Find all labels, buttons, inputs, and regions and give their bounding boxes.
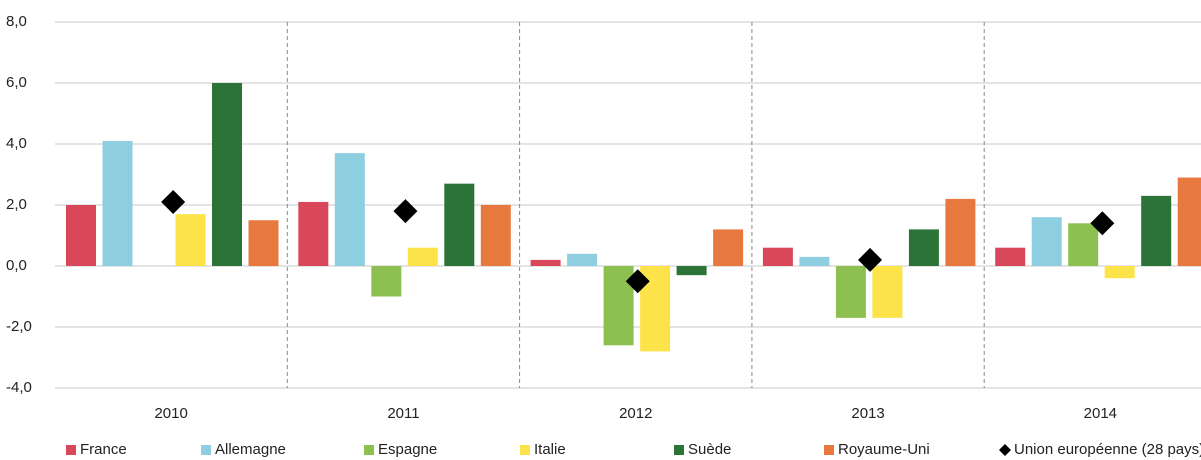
bar bbox=[1141, 195, 1172, 266]
bar bbox=[799, 256, 830, 266]
legend-label: Union européenne (28 pays) bbox=[1014, 441, 1201, 458]
bar bbox=[995, 247, 1026, 266]
legend-swatch bbox=[201, 445, 211, 455]
y-tick-label: 8,0 bbox=[6, 13, 27, 30]
legend-label: Allemagne bbox=[215, 441, 286, 458]
legend-label: Espagne bbox=[378, 441, 437, 458]
legend-swatch bbox=[674, 445, 684, 455]
x-tick-label: 2013 bbox=[851, 405, 884, 422]
bar bbox=[66, 205, 96, 266]
bar bbox=[175, 214, 206, 266]
legend-label: Royaume-Uni bbox=[838, 441, 930, 458]
bar bbox=[444, 183, 475, 266]
y-tick-label: -4,0 bbox=[6, 379, 32, 396]
bar bbox=[102, 140, 133, 266]
x-tick-label: 2010 bbox=[154, 405, 187, 422]
bar bbox=[298, 201, 329, 266]
bar bbox=[1031, 217, 1062, 266]
bar bbox=[835, 266, 866, 318]
bar bbox=[908, 229, 939, 266]
y-tick-label: 6,0 bbox=[6, 74, 27, 91]
legend-label: Italie bbox=[534, 441, 566, 458]
diamond-marker bbox=[625, 269, 650, 294]
bar bbox=[945, 198, 976, 266]
legend-marker bbox=[999, 444, 1011, 456]
x-tick-label: 2012 bbox=[619, 405, 652, 422]
x-tick-label: 2011 bbox=[387, 405, 419, 422]
x-tick-label: 2014 bbox=[1084, 405, 1117, 422]
bar bbox=[713, 229, 744, 266]
bar bbox=[762, 247, 793, 266]
bar bbox=[371, 266, 402, 297]
legend-swatch bbox=[520, 445, 530, 455]
y-tick-label: -2,0 bbox=[6, 318, 32, 335]
bar bbox=[676, 266, 707, 276]
y-tick-label: 0,0 bbox=[6, 257, 27, 274]
y-tick-label: 2,0 bbox=[6, 196, 27, 213]
diamond-marker bbox=[161, 189, 186, 214]
legend-label: Suède bbox=[688, 441, 731, 458]
legend-swatch bbox=[824, 445, 834, 455]
bar bbox=[567, 253, 598, 266]
bar bbox=[530, 259, 561, 266]
diamond-marker bbox=[1090, 211, 1115, 236]
bar bbox=[1177, 177, 1201, 266]
bar bbox=[1104, 266, 1135, 279]
bar bbox=[480, 205, 511, 266]
diamond-marker bbox=[858, 247, 883, 272]
bar bbox=[603, 266, 634, 346]
bar bbox=[334, 153, 365, 266]
legend-label: France bbox=[80, 441, 127, 458]
bar bbox=[407, 247, 438, 266]
bar bbox=[212, 83, 242, 266]
y-tick-label: 4,0 bbox=[6, 135, 27, 152]
bar bbox=[872, 266, 903, 318]
legend-swatch bbox=[66, 445, 76, 455]
diamond-marker bbox=[393, 199, 418, 224]
bar bbox=[1068, 223, 1099, 266]
bar bbox=[248, 220, 279, 266]
legend-swatch bbox=[364, 445, 374, 455]
